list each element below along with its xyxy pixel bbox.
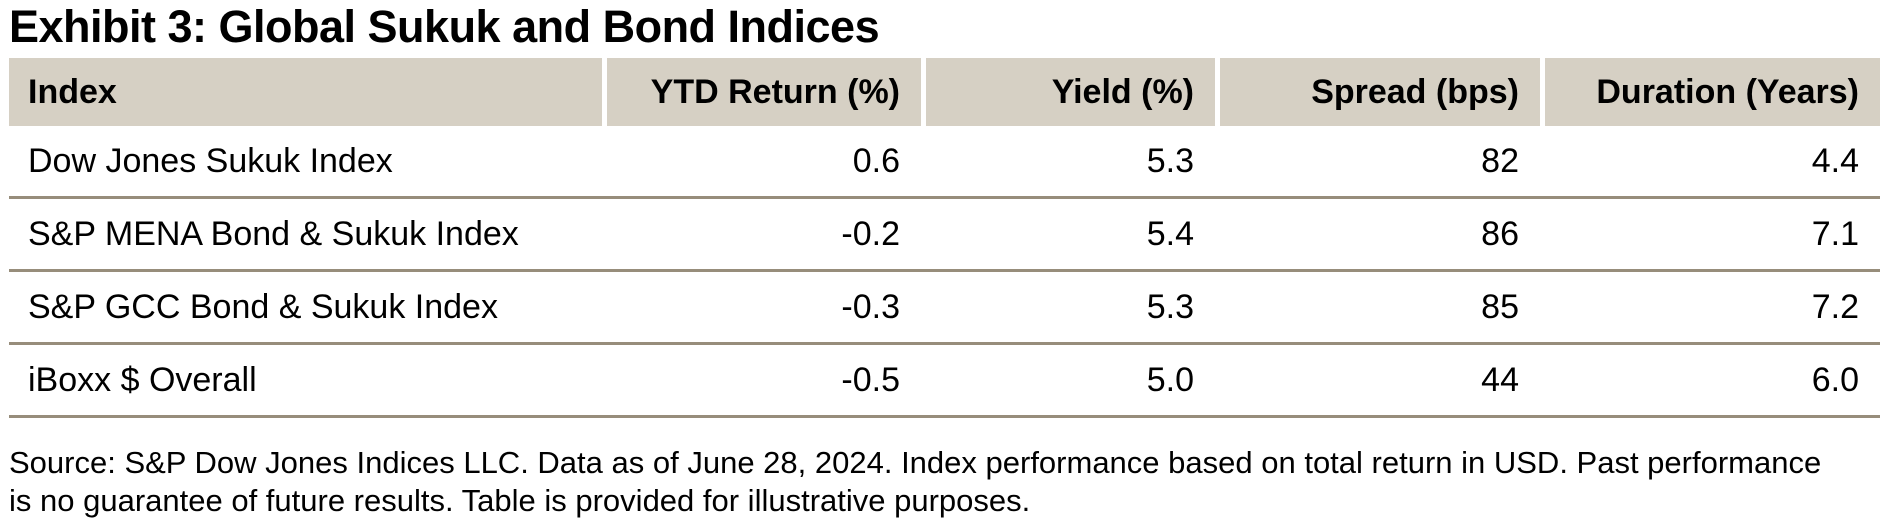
cell-index-name: S&P MENA Bond & Sukuk Index	[28, 214, 519, 253]
cell-yield: 5.0	[1146, 360, 1194, 399]
cell-index-name: Dow Jones Sukuk Index	[28, 141, 393, 180]
cell-ytd-return: -0.2	[841, 214, 900, 253]
table-row: S&P GCC Bond & Sukuk Index -0.3 5.3 85 7…	[9, 272, 1880, 345]
cell-spread: 82	[1481, 141, 1519, 180]
column-header-yield: Yield (%)	[921, 58, 1215, 126]
table-row: iBoxx $ Overall -0.5 5.0 44 6.0	[9, 345, 1880, 418]
cell-duration: 7.2	[1811, 287, 1859, 326]
table-header-row: Index YTD Return (%) Yield (%) Spread (b…	[9, 58, 1880, 126]
exhibit-title: Exhibit 3: Global Sukuk and Bond Indices	[9, 1, 880, 52]
cell-spread: 44	[1481, 360, 1519, 399]
cell-duration: 7.1	[1811, 214, 1859, 253]
column-header-index: Index	[9, 58, 602, 126]
cell-index-name: S&P GCC Bond & Sukuk Index	[28, 287, 498, 326]
cell-duration: 4.4	[1811, 141, 1859, 180]
cell-index-name: iBoxx $ Overall	[28, 360, 257, 399]
cell-spread: 85	[1481, 287, 1519, 326]
source-note: Source: S&P Dow Jones Indices LLC. Data …	[9, 444, 1880, 520]
cell-spread: 86	[1481, 214, 1519, 253]
source-note-line: Source: S&P Dow Jones Indices LLC. Data …	[9, 445, 1822, 480]
column-header-ytd: YTD Return (%)	[602, 58, 921, 126]
column-header-spread: Spread (bps)	[1215, 58, 1540, 126]
table-row: S&P MENA Bond & Sukuk Index -0.2 5.4 86 …	[9, 199, 1880, 272]
cell-duration: 6.0	[1811, 360, 1859, 399]
cell-yield: 5.3	[1146, 141, 1194, 180]
cell-ytd-return: -0.5	[841, 360, 900, 399]
cell-yield: 5.3	[1146, 287, 1194, 326]
column-header-duration: Duration (Years)	[1540, 58, 1880, 126]
indices-table: Index YTD Return (%) Yield (%) Spread (b…	[9, 58, 1880, 418]
cell-ytd-return: -0.3	[841, 287, 900, 326]
cell-yield: 5.4	[1146, 214, 1194, 253]
table-row: Dow Jones Sukuk Index 0.6 5.3 82 4.4	[9, 126, 1880, 199]
cell-ytd-return: 0.6	[852, 141, 900, 180]
source-note-line: is no guarantee of future results. Table…	[9, 483, 1031, 518]
